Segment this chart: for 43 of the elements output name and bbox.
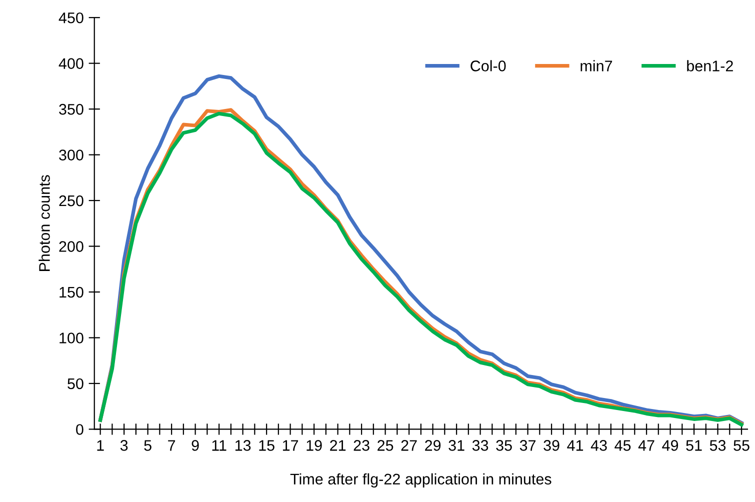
x-tick-label: 13 [235, 440, 251, 451]
x-tick-label: 7 [168, 440, 176, 451]
x-tick-label: 37 [520, 440, 536, 451]
legend-label: Col-0 [470, 60, 506, 72]
legend-label: min7 [580, 60, 612, 72]
x-tick-label: 21 [330, 440, 346, 451]
x-tick-label: 1 [97, 440, 104, 451]
y-tick-label: 0 [76, 424, 84, 435]
y-tick-label: 50 [68, 378, 84, 390]
x-tick-label: 31 [448, 440, 464, 451]
x-tick-label: 49 [662, 440, 678, 451]
x-tick-label: 51 [686, 440, 702, 451]
y-tick-label: 300 [59, 150, 84, 160]
y-tick-label: 250 [59, 195, 84, 206]
x-tick-label: 23 [354, 440, 370, 451]
x-tick-label: 5 [144, 440, 152, 451]
x-tick-label: 33 [472, 440, 488, 451]
x-tick-label: 15 [259, 440, 274, 451]
x-tick-label: 27 [401, 440, 417, 451]
x-tick-label: 47 [638, 440, 654, 451]
y-tick-label: 350 [59, 104, 84, 115]
x-tick-label: 25 [378, 440, 394, 451]
y-tick-label: 150 [60, 286, 84, 298]
y-axis-title: Photon counts [38, 175, 50, 271]
y-tick-label: 400 [58, 58, 84, 69]
x-tick-label: 43 [590, 440, 607, 451]
x-tick-label: 29 [425, 440, 441, 451]
x-tick-label: 39 [544, 440, 560, 451]
x-tick-label: 41 [567, 440, 584, 451]
x-tick-label: 53 [710, 440, 726, 451]
x-tick-label: 3 [120, 440, 128, 451]
y-tick-label: 200 [59, 241, 84, 252]
x-tick-label: 45 [614, 440, 631, 451]
y-tick-label: 100 [60, 332, 84, 344]
x-tick-label: 35 [496, 440, 512, 451]
legend-label: ben1-2 [687, 60, 733, 72]
x-axis-title: Time after flg-22 application in minutes [290, 473, 552, 488]
x-tick-label: 55 [734, 440, 750, 451]
x-tick-label: 17 [282, 440, 298, 451]
x-tick-label: 11 [212, 440, 226, 451]
x-tick-label: 9 [192, 440, 199, 451]
y-tick-label: 450 [58, 12, 84, 24]
x-tick-label: 19 [306, 440, 322, 451]
